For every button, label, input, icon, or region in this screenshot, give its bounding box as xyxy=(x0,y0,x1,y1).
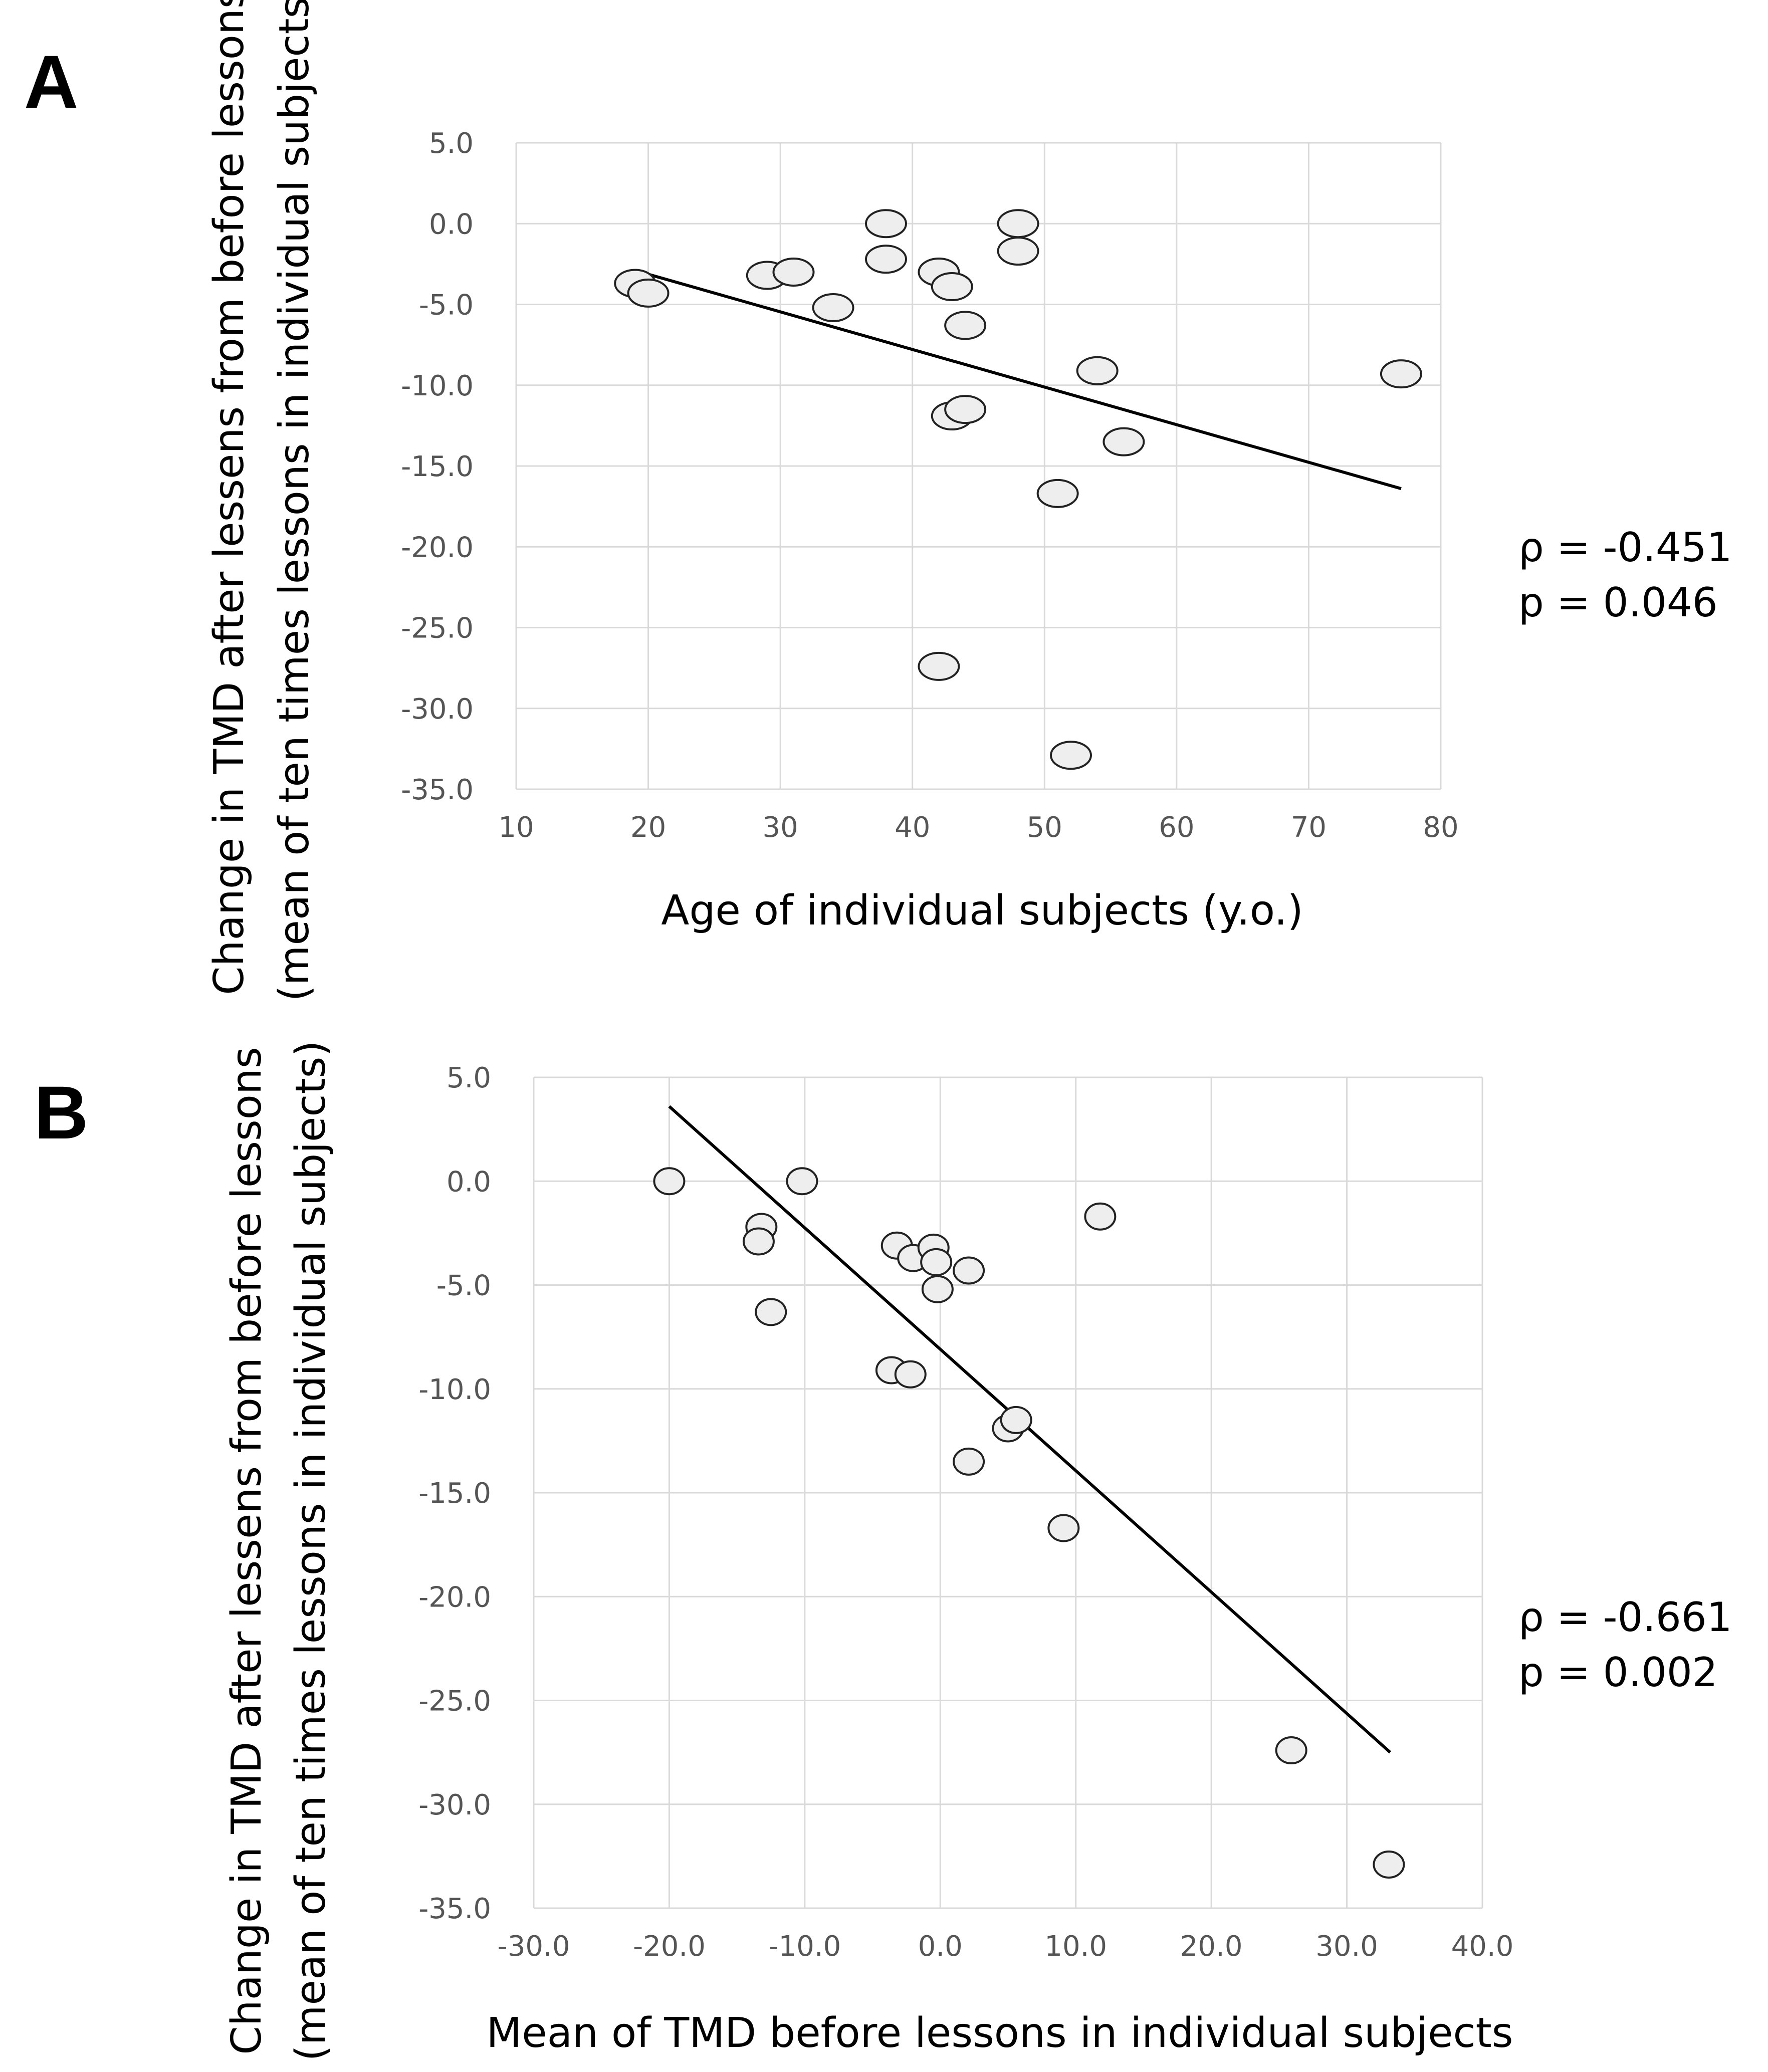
data-point xyxy=(997,209,1039,239)
x-tick-labels: 10 20 30 40 50 60 70 80 xyxy=(498,811,1458,844)
y-axis-label-line1: Change in TMD after lessens from before … xyxy=(223,1047,271,2054)
y-tick-label: -25.0 xyxy=(418,1685,491,1718)
data-point xyxy=(1275,1736,1307,1764)
data-point xyxy=(894,1360,927,1389)
data-point xyxy=(865,245,907,274)
y-axis-label-line2: (mean of ten times lessons in individual… xyxy=(271,0,318,1001)
x-tick-label: -30.0 xyxy=(498,1930,570,1963)
trendline xyxy=(668,1105,1392,1754)
data-point xyxy=(921,1275,954,1303)
data-point xyxy=(1076,356,1119,385)
x-axis-label: Age of individual subjects (y.o.) xyxy=(661,887,1303,935)
y-tick-label: -30.0 xyxy=(401,693,474,726)
data-point xyxy=(1036,479,1079,508)
data-point xyxy=(653,1167,686,1196)
x-tick-label: 20.0 xyxy=(1180,1930,1243,1963)
data-point xyxy=(1047,1514,1080,1542)
data-point xyxy=(865,209,907,239)
y-tick-label: 0.0 xyxy=(429,208,474,241)
trend-layer xyxy=(634,269,1402,491)
y-tick-label: -35.0 xyxy=(418,1893,491,1925)
data-point xyxy=(772,258,815,287)
x-tick-labels: -30.0 -20.0 -10.0 0.0 10.0 20.0 30.0 40.0 xyxy=(498,1930,1514,1963)
data-point xyxy=(944,311,987,340)
panel-b-chart: B -30.0 -20.0 -10.0 0.0 10.0 20.0 30.0 40.0 5.0… xyxy=(34,1041,1732,2061)
y-tick-label: -5.0 xyxy=(419,289,474,322)
p-value-annotation: p = 0.002 xyxy=(1518,1649,1718,1696)
x-tick-label: 40 xyxy=(895,811,930,844)
rho-annotation: ρ = -0.451 xyxy=(1518,524,1732,571)
trend-layer xyxy=(668,1105,1392,1754)
y-tick-label: 5.0 xyxy=(429,127,474,160)
data-point xyxy=(812,293,854,322)
x-tick-label: 50 xyxy=(1027,811,1062,844)
y-tick-label: -25.0 xyxy=(401,612,474,645)
trendline xyxy=(634,269,1402,491)
data-point xyxy=(755,1298,787,1326)
data-point xyxy=(918,651,960,681)
y-tick-label: -20.0 xyxy=(418,1581,491,1614)
y-tick-labels: 5.0 0.0 -5.0 -10.0 -15.0 -20.0 -25.0 -30.0 -35.0 xyxy=(401,127,474,806)
data-point xyxy=(1000,1406,1032,1434)
y-axis-label-line1: Change in TMD after lessens from before … xyxy=(205,0,253,995)
x-tick-label: 0.0 xyxy=(918,1930,963,1963)
data-point xyxy=(1084,1202,1117,1231)
y-tick-label: -20.0 xyxy=(401,531,474,564)
x-tick-label: 40.0 xyxy=(1451,1930,1514,1963)
data-point xyxy=(944,395,987,424)
panel-letter: A xyxy=(24,40,78,124)
y-tick-label: 0.0 xyxy=(447,1166,491,1198)
data-point xyxy=(953,1256,985,1285)
gridlines xyxy=(515,142,1442,790)
x-axis-label: Mean of TMD before lessons in individual… xyxy=(487,2009,1513,2057)
data-point xyxy=(1050,741,1092,770)
panel-letter: B xyxy=(34,1070,88,1155)
x-tick-label: 30 xyxy=(763,811,798,844)
data-point xyxy=(920,1248,953,1276)
y-tick-label: -10.0 xyxy=(401,370,474,402)
data-point xyxy=(931,272,973,302)
data-point xyxy=(786,1167,818,1196)
data-point xyxy=(742,1227,775,1256)
y-axis-label-line2: (mean of ten times lessons in individual… xyxy=(287,1041,335,2061)
points-layer xyxy=(653,1167,1405,1879)
x-tick-label: 30.0 xyxy=(1315,1930,1378,1963)
x-tick-label: -20.0 xyxy=(633,1930,706,1963)
x-tick-label: 60 xyxy=(1159,811,1194,844)
y-tick-label: -10.0 xyxy=(418,1373,491,1406)
y-tick-labels: 5.0 0.0 -5.0 -10.0 -15.0 -20.0 -25.0 -30.0 -35.0 xyxy=(418,1062,491,1925)
x-tick-label: 70 xyxy=(1291,811,1327,844)
x-tick-label: 10 xyxy=(498,811,534,844)
y-tick-label: -35.0 xyxy=(401,774,474,806)
y-tick-label: -30.0 xyxy=(418,1789,491,1821)
data-point xyxy=(627,278,670,308)
p-value-annotation: p = 0.046 xyxy=(1518,579,1718,626)
data-point xyxy=(1380,359,1422,389)
x-tick-label: -10.0 xyxy=(768,1930,841,1963)
data-point xyxy=(997,237,1039,266)
gridlines xyxy=(533,1076,1483,1909)
y-tick-label: -15.0 xyxy=(418,1477,491,1510)
data-point xyxy=(953,1447,985,1476)
rho-annotation: ρ = -0.661 xyxy=(1518,1594,1732,1641)
y-tick-label: -5.0 xyxy=(436,1270,491,1302)
points-layer xyxy=(614,209,1422,770)
x-tick-label: 10.0 xyxy=(1044,1930,1107,1963)
data-point xyxy=(1102,427,1145,456)
x-tick-label: 80 xyxy=(1423,811,1458,844)
data-point xyxy=(1373,1850,1405,1879)
panel-a-chart: A 10 20 30 40 50 60 70 80 5.0 0.0 -5.0 -10.0 -15.0 -… xyxy=(24,0,1732,1001)
x-tick-label: 20 xyxy=(630,811,666,844)
y-tick-label: 5.0 xyxy=(447,1062,491,1094)
y-tick-label: -15.0 xyxy=(401,450,474,483)
